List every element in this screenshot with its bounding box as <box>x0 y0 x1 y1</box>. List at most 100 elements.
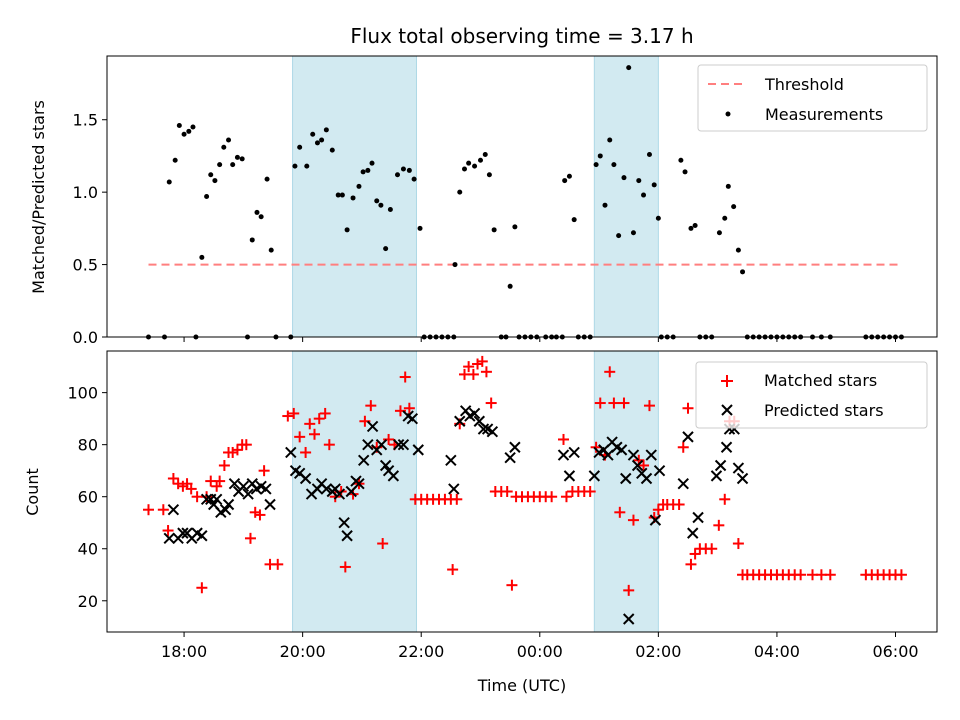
top-series-0-point-43 <box>374 198 380 204</box>
top-series-0-point-64 <box>482 151 488 157</box>
bottom-series-0-point-22 <box>254 509 266 521</box>
bottom-series-0-point-47 <box>399 371 411 383</box>
bottom-series-0-point-133 <box>895 569 907 581</box>
bottom-shaded-interval-1 <box>593 350 659 633</box>
bottom-series-0-point-102 <box>682 402 694 414</box>
top-series-0-point-61 <box>466 160 472 166</box>
bottom-series-1-point-23 <box>264 498 276 511</box>
x-axis-label: Time (UTC) <box>477 676 566 695</box>
bottom-series-0-point-2 <box>162 525 174 537</box>
bottom-series-0-point-112 <box>732 538 744 550</box>
top-series-0-point-7 <box>190 124 196 130</box>
bottom-series-1-point-82 <box>649 514 662 526</box>
top-series-0-point-59 <box>457 189 463 195</box>
bottom-series-1-point-36 <box>341 530 353 542</box>
legend-predicted-swatch <box>721 404 733 416</box>
legend-threshold-label: Threshold <box>764 75 844 94</box>
top-series-0-point-45 <box>383 246 389 252</box>
bottom-series-1-point-1 <box>167 504 180 516</box>
bottom-panel: 20 40 60 80 100 18:00 20:00 22:00 00:00 02:00 04:… <box>23 350 938 695</box>
bottom-series-1-point-44 <box>375 438 388 451</box>
bottom-series-0-point-0 <box>143 504 154 516</box>
bottom-series-1-point-86 <box>687 527 699 539</box>
top-series-0-point-62 <box>472 163 478 169</box>
top-series-0-point-63 <box>478 157 483 163</box>
bottom-series-1-point-88 <box>710 470 723 482</box>
xtick-label-2: 22:00 <box>398 642 444 661</box>
bottom-series-0-point-89 <box>618 397 630 409</box>
top-series-0-point-9 <box>199 254 205 260</box>
bottom-series-0-point-29 <box>300 446 312 458</box>
bottom-series-0-point-90 <box>623 584 635 596</box>
top-series-0-point-93 <box>630 230 636 236</box>
top-series-0-point-23 <box>264 176 270 182</box>
bottom-y-axis-label: Count <box>23 468 42 516</box>
bottom-series-0-point-56 <box>451 493 463 505</box>
top-axes-frame <box>106 55 938 338</box>
top-series-0-point-31 <box>314 140 320 146</box>
top-series-0-point-20 <box>249 237 255 243</box>
top-series-0-point-60 <box>461 166 467 172</box>
top-series-0-point-39 <box>356 183 362 189</box>
bottom-series-1-point-66 <box>563 470 576 482</box>
bottom-series-0-point-7 <box>185 483 197 495</box>
top-ytick-label-0: 0.0 <box>73 328 98 347</box>
top-series-0-point-58 <box>452 262 458 268</box>
bottom-series-0-point-93 <box>638 459 650 471</box>
bottom-series-1-point-22 <box>260 483 272 495</box>
bottom-series-1-point-85 <box>682 431 694 443</box>
bottom-series-1-point-53 <box>445 454 457 466</box>
bottom-series-0-point-84 <box>594 397 606 409</box>
bottom-series-0-point-19 <box>240 439 252 451</box>
top-series-0-point-5 <box>181 131 187 137</box>
bottom-ytick-label-3: 80 <box>78 436 98 455</box>
bottom-series-1-point-14 <box>222 498 235 511</box>
legend-matched-label: Matched stars <box>764 371 877 390</box>
bottom-series-0-point-16 <box>227 446 239 458</box>
bottom-series-1-point-83 <box>653 464 666 477</box>
top-series-0-point-41 <box>365 167 371 173</box>
bottom-series-0-point-33 <box>319 407 331 419</box>
top-series-0-point-90 <box>616 233 622 239</box>
top-series-0-point-94 <box>636 178 642 184</box>
bottom-series-1-point-75 <box>620 472 632 485</box>
bottom-series-1-point-49 <box>397 438 410 451</box>
bottom-series-0-point-13 <box>214 475 226 487</box>
bottom-series-0-point-27 <box>288 407 300 419</box>
top-series-0-point-104 <box>688 225 694 231</box>
bottom-series-1-point-68 <box>588 470 601 482</box>
bottom-series-0-point-76 <box>546 491 558 503</box>
bottom-series-1-point-55 <box>454 415 466 427</box>
bottom-series-0-point-8 <box>191 491 203 503</box>
bottom-series-0-point-123 <box>795 569 807 581</box>
top-series-0-point-103 <box>682 169 688 175</box>
bottom-series-1-point-8 <box>200 493 213 506</box>
bottom-series-1-point-71 <box>602 449 614 461</box>
bottom-series-0-point-101 <box>677 441 689 453</box>
top-series-0-point-95 <box>641 192 647 198</box>
top-series-0-point-102 <box>678 157 684 163</box>
top-series-0-point-27 <box>292 163 298 169</box>
top-series-0-point-88 <box>607 137 613 143</box>
bottom-series-1-point-48 <box>392 438 405 451</box>
bottom-series-1-point-52 <box>412 444 424 456</box>
xtick-label-5: 04:00 <box>754 642 800 661</box>
bottom-series-1-point-34 <box>333 488 346 500</box>
top-series-0-point-105 <box>692 222 698 228</box>
bottom-series-0-point-31 <box>309 428 320 440</box>
bottom-series-0-point-63 <box>476 355 488 367</box>
bottom-series-1-point-17 <box>237 480 250 493</box>
bottom-series-0-point-87 <box>608 397 620 409</box>
bottom-series-1-point-0 <box>163 532 175 545</box>
top-series-0-point-109 <box>716 230 722 236</box>
top-legend-box <box>697 64 928 132</box>
top-series-0-point-49 <box>406 167 412 173</box>
top-series-0-point-10 <box>204 194 210 199</box>
top-series-0-point-47 <box>395 172 400 178</box>
legend-measurements-label: Measurements <box>765 105 883 124</box>
top-ytick-label-2: 1.0 <box>73 183 98 202</box>
bottom-series-0-point-30 <box>304 418 316 430</box>
top-shaded-interval-1 <box>593 55 659 338</box>
bottom-series-1-point-27 <box>299 472 312 485</box>
